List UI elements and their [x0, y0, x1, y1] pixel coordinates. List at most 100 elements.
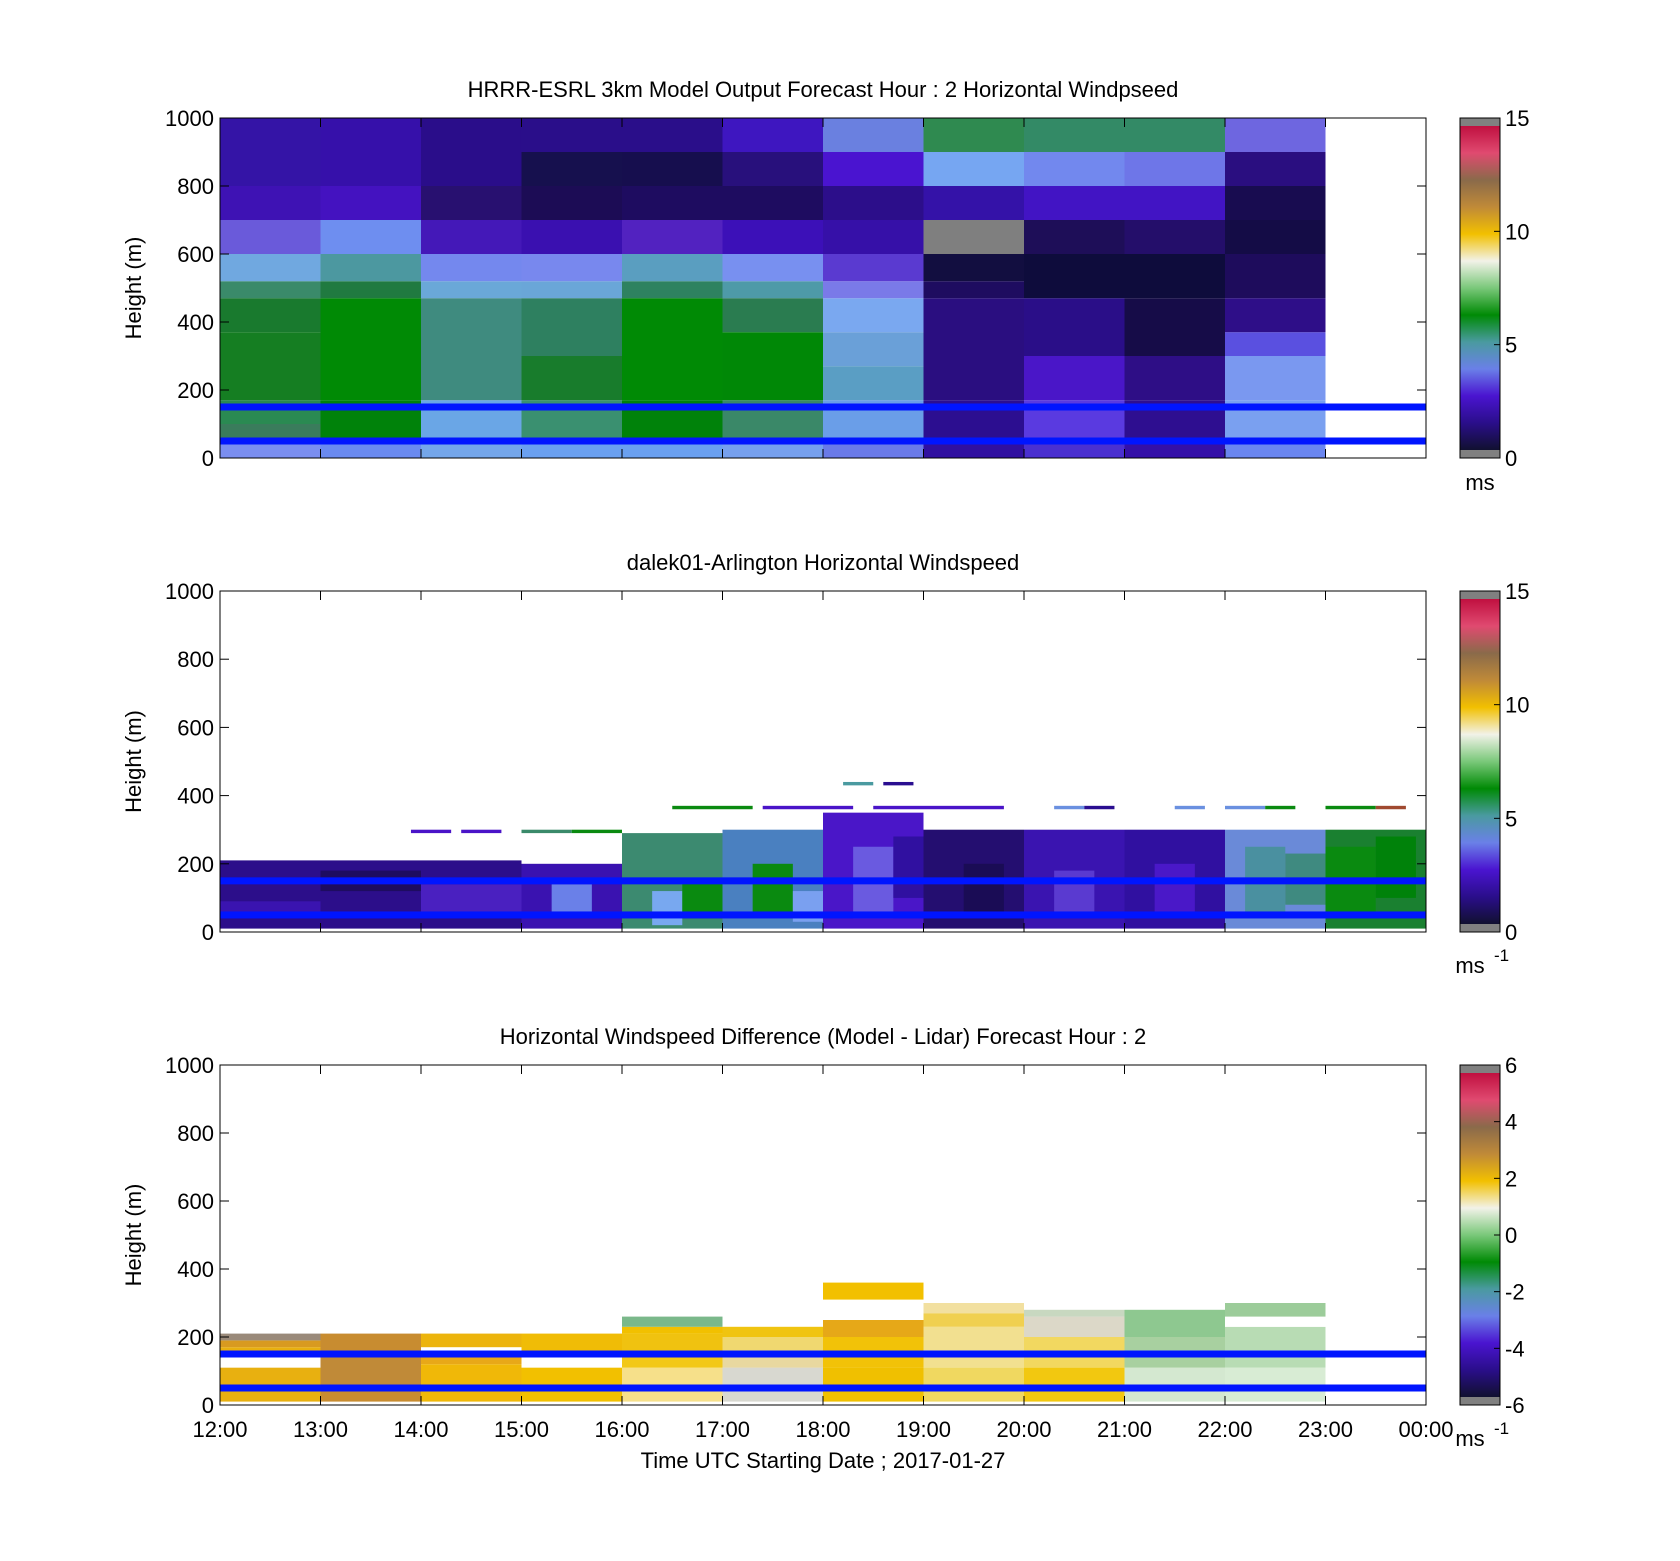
heatmap-cell [823, 152, 924, 186]
heatmap-cell [1225, 152, 1326, 186]
colorbar-tick-label: 15 [1505, 579, 1529, 604]
heatmap-cell [320, 281, 421, 299]
colorbar-unit-exponent: -1 [1494, 946, 1509, 965]
colorbar-end [1460, 1065, 1500, 1073]
colorbar-tick-label: 15 [1505, 106, 1529, 131]
heatmap-cell [421, 1333, 522, 1348]
heatmap-cell [752, 863, 793, 912]
heatmap-cell [220, 332, 321, 401]
heatmap-cell [1174, 805, 1205, 810]
heatmap-cell [1124, 356, 1225, 401]
heatmap-cell [823, 281, 924, 299]
heatmap-cell [923, 298, 1024, 401]
heatmap-cell [320, 220, 421, 254]
heatmap-cell [1124, 298, 1225, 356]
heatmap-cell [1024, 1309, 1125, 1317]
x-tick-label: 13:00 [293, 1417, 348, 1442]
heatmap-cell [1225, 332, 1326, 356]
colorbar-unit: ms [1465, 470, 1494, 495]
y-tick-label: 0 [202, 446, 214, 471]
heatmap-cell [1024, 220, 1125, 254]
colorbar-unit: ms [1455, 1426, 1484, 1451]
colorbar-tick-label: -6 [1505, 1393, 1525, 1418]
heatmap-cell [220, 441, 321, 458]
heatmap-cell [1375, 836, 1416, 898]
heatmap-cell [1124, 254, 1225, 299]
heatmap-cell [622, 152, 723, 186]
heatmap-cell [622, 1326, 723, 1334]
heatmap-cell [421, 186, 522, 220]
heatmap-cell [421, 281, 522, 299]
colorbar-tick-label: 0 [1505, 446, 1517, 471]
heatmap-cell [421, 1354, 522, 1365]
y-tick-label: 0 [202, 920, 214, 945]
colorbar-tick-label: 6 [1505, 1053, 1517, 1078]
heatmap-cell [1024, 118, 1125, 152]
heatmap-cells [220, 1282, 1426, 1402]
colorbar-end [1460, 1397, 1500, 1405]
heatmap-cell [421, 884, 522, 912]
heatmap-cell [1225, 1326, 1326, 1368]
heatmap-cell [1225, 298, 1326, 333]
x-tick-label: 21:00 [1097, 1417, 1152, 1442]
heatmap-cell [622, 298, 723, 401]
y-tick-label: 400 [177, 1257, 214, 1282]
heatmap-cell [220, 118, 321, 186]
heatmap-cell [622, 118, 723, 152]
heatmap-cell [521, 152, 622, 186]
heatmap-cell [843, 781, 874, 786]
heatmap-cell [622, 281, 723, 299]
heatmap-cell [220, 186, 321, 220]
reference-line [220, 1350, 1426, 1358]
colorbar-end [1460, 118, 1500, 126]
heatmap-cell [722, 441, 823, 458]
heatmap-cell [1124, 441, 1225, 458]
y-tick-label: 600 [177, 242, 214, 267]
colorbar-tick-label: 0 [1505, 920, 1517, 945]
x-tick-label: 20:00 [996, 1417, 1051, 1442]
y-tick-label: 1000 [165, 579, 214, 604]
heatmap-cell [823, 298, 924, 333]
y-tick-label: 400 [177, 784, 214, 809]
colorbar-gradient [1460, 126, 1500, 450]
heatmap-cell [923, 220, 1024, 254]
heatmap-cells [220, 781, 1426, 929]
x-tick-label: 14:00 [393, 1417, 448, 1442]
heatmap-cell [220, 1333, 321, 1341]
heatmap-cell [461, 829, 502, 834]
chart-title: HRRR-ESRL 3km Model Output Forecast Hour… [468, 77, 1179, 102]
heatmap-cell [1325, 805, 1376, 810]
x-tick-label: 23:00 [1298, 1417, 1353, 1442]
chart-title: dalek01-Arlington Horizontal Windspeed [627, 550, 1020, 575]
heatmap-cell [320, 186, 421, 220]
heatmap-cell [1154, 863, 1195, 912]
heatmap-cell [1024, 152, 1125, 186]
x-tick-label: 22:00 [1197, 1417, 1252, 1442]
heatmap-cell [1225, 254, 1326, 299]
colorbar-tick-label: 10 [1505, 219, 1529, 244]
heatmap-cell [320, 298, 421, 401]
heatmap-cell [893, 836, 924, 898]
heatmap-cell [1124, 1309, 1225, 1337]
reference-line [220, 911, 1426, 919]
colorbar-end [1460, 924, 1500, 932]
reference-line [220, 437, 1426, 445]
heatmap-cell [923, 1303, 1024, 1314]
heatmap-cell [722, 186, 823, 220]
y-tick-label: 0 [202, 1393, 214, 1418]
heatmap-cell [1225, 220, 1326, 254]
y-axis-label: Height (m) [121, 710, 146, 813]
heatmap-cell [1225, 1303, 1326, 1317]
heatmap-cell [722, 220, 823, 254]
colorbar: -6 -4 -2 0 2 4 6 ms -1 [1455, 1053, 1524, 1451]
heatmap-cell [1054, 870, 1095, 912]
colorbar-unit: ms [1455, 953, 1484, 978]
heatmap-cell [521, 281, 622, 299]
heatmap-cell [521, 118, 622, 152]
colorbar-unit-exponent: -1 [1494, 1419, 1509, 1438]
heatmap-cell [622, 1316, 723, 1327]
colorbar-tick-label: -4 [1505, 1336, 1525, 1361]
heatmap-cell [1024, 441, 1125, 458]
heatmap-cell [421, 220, 522, 254]
y-axis-label: Height (m) [121, 237, 146, 340]
